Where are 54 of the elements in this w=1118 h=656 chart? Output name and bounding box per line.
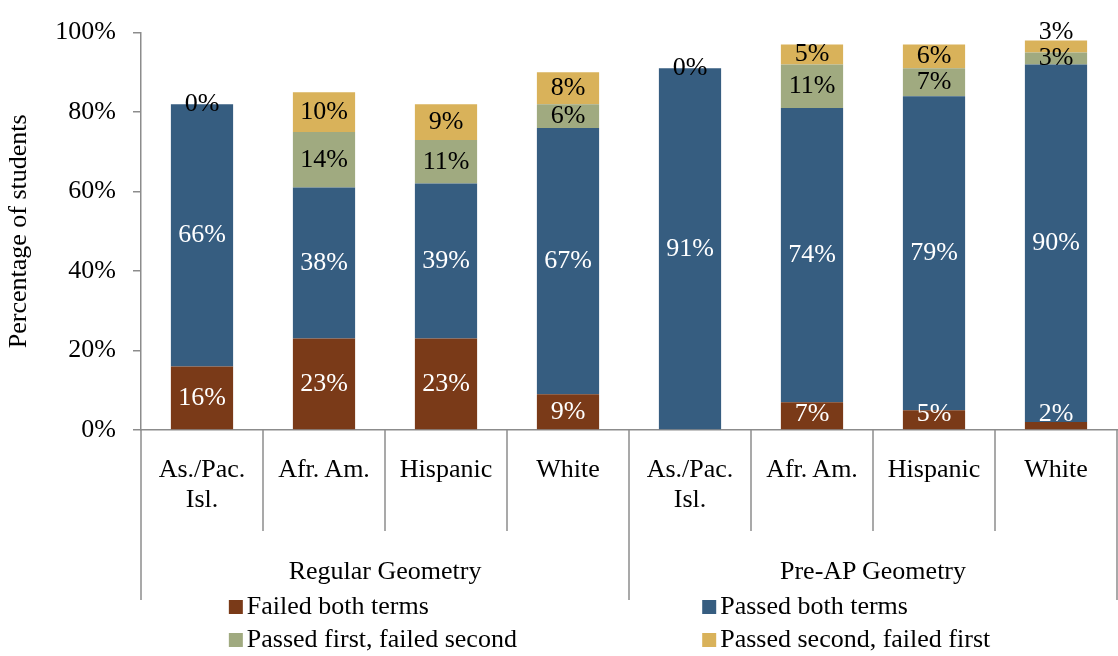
y-tick-label: 20% [68,334,116,364]
data-label: 38% [300,246,348,276]
legend-label: Failed both terms [246,590,429,620]
data-label: 11% [422,145,470,175]
text: Regular Geometry [288,555,482,585]
data-label: 10% [300,95,348,125]
data-label: 9% [428,105,464,135]
data-label: 8% [550,72,586,102]
y-tick-label: 80% [68,95,116,125]
bar [1024,64,1088,423]
data-label: 23% [422,367,470,397]
y-tick-label: 0% [81,413,116,443]
data-label: 67% [544,244,592,274]
x-tick-label: Afr. Am. [278,453,370,483]
bar [414,338,478,430]
data-label: 91% [666,232,714,262]
data-label: 6% [550,99,586,129]
data-label: 74% [788,238,836,268]
bar [1024,422,1088,430]
bar [292,187,356,339]
bar [780,108,844,403]
data-label: 9% [550,395,586,425]
legend-label: Passed both terms [720,590,908,620]
x-tick-label: Hispanic [887,453,981,483]
y-tick-label: 60% [68,175,116,205]
y-tick-label: 100% [55,16,116,46]
data-label: 2% [1038,398,1074,428]
data-label: 90% [1032,227,1080,257]
y-axis-title: Percentage of students [3,114,33,349]
x-tick-label: Hispanic [399,453,493,483]
data-label: 79% [910,236,958,266]
x-tick-label: White [1024,453,1088,483]
x-tick-label: Afr. Am. [766,453,858,483]
bar [414,183,478,339]
x-tick-label: White [536,453,600,483]
x-tick-label: As./Pac. Isl. [646,453,734,513]
bar [292,131,356,188]
x-tick-label: As./Pac. Isl. [158,453,246,513]
y-tick-label: 40% [68,254,116,284]
data-label: 39% [422,244,470,274]
bar [536,127,600,395]
bar [292,338,356,430]
data-label: 11% [788,70,836,100]
data-label: 7% [794,398,830,428]
data-label: 23% [300,367,348,397]
text: Pre-AP Geometry [779,555,967,585]
legend-label: Passed first, failed second [246,623,517,653]
data-label: 14% [300,143,348,173]
data-label: 16% [178,381,226,411]
data-label: 5% [916,398,952,428]
data-label: 5% [794,38,830,68]
bar [170,366,234,430]
data-label: 66% [178,219,226,249]
legend-label: Passed second, failed first [720,623,992,653]
